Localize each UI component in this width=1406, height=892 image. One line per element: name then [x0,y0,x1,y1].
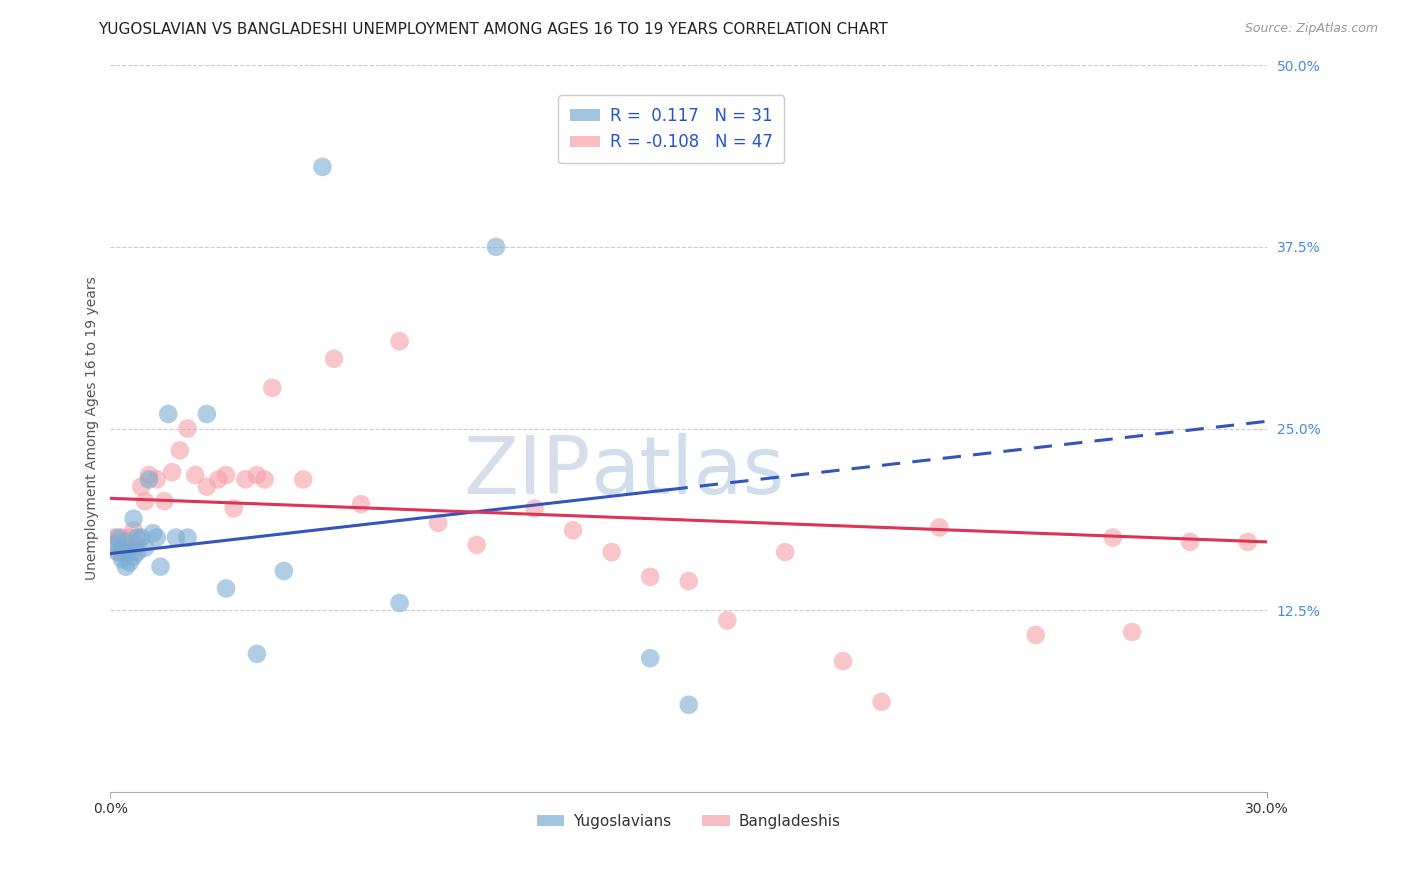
Point [129,531,152,545]
Point [118,545,141,559]
Point [157,407,180,421]
Point [149,559,172,574]
Point [107,545,129,559]
Point [832,654,855,668]
Point [103,531,125,545]
Point [107,545,129,559]
Point [246,647,269,661]
Point [138,472,160,486]
Point [273,564,295,578]
Point [129,480,152,494]
Point [160,465,183,479]
Point [176,421,198,435]
Point [562,523,585,537]
Point [253,472,276,486]
Point [142,526,165,541]
Point [388,334,411,349]
Point [350,497,373,511]
Point [114,559,136,574]
Point [134,541,156,555]
Point [111,541,134,555]
Point [716,614,738,628]
Point [111,552,134,566]
Point [1178,535,1201,549]
Point [165,531,187,545]
Point [145,472,167,486]
Point [638,570,661,584]
Point [928,520,950,534]
Point [111,545,134,559]
Point [145,531,167,545]
Legend: Yugoslavians, Bangladeshis: Yugoslavians, Bangladeshis [530,808,846,835]
Point [215,468,238,483]
Point [107,535,129,549]
Point [169,443,191,458]
Point [388,596,411,610]
Text: YUGOSLAVIAN VS BANGLADESHI UNEMPLOYMENT AMONG AGES 16 TO 19 YEARS CORRELATION CH: YUGOSLAVIAN VS BANGLADESHI UNEMPLOYMENT … [98,22,889,37]
Point [138,468,160,483]
Point [465,538,488,552]
Y-axis label: Unemployment Among Ages 16 to 19 years: Unemployment Among Ages 16 to 19 years [86,277,100,581]
Point [323,351,346,366]
Point [485,240,508,254]
Point [262,381,284,395]
Point [215,582,238,596]
Point [311,160,333,174]
Point [195,407,218,421]
Point [153,494,176,508]
Text: Source: ZipAtlas.com: Source: ZipAtlas.com [1244,22,1378,36]
Point [246,468,269,483]
Point [114,535,136,549]
Point [678,574,700,589]
Point [1236,535,1258,549]
Point [600,545,623,559]
Point [127,545,149,559]
Point [103,538,125,552]
Point [122,549,145,564]
Point [176,531,198,545]
Point [1121,625,1143,640]
Point [523,501,546,516]
Point [184,468,207,483]
Text: ZIP: ZIP [463,434,591,511]
Point [678,698,700,712]
Point [638,651,661,665]
Point [114,541,136,555]
Point [195,480,218,494]
Point [1102,531,1125,545]
Point [427,516,450,530]
Point [111,531,134,545]
Text: atlas: atlas [591,434,785,511]
Point [127,531,149,545]
Point [292,472,315,486]
Point [107,531,129,545]
Point [122,523,145,537]
Point [235,472,257,486]
Point [773,545,796,559]
Point [222,501,245,516]
Point [207,472,229,486]
Point [118,531,141,545]
Point [122,511,145,525]
Point [134,494,156,508]
Point [870,695,893,709]
Point [1025,628,1047,642]
Point [127,538,149,552]
Point [118,555,141,569]
